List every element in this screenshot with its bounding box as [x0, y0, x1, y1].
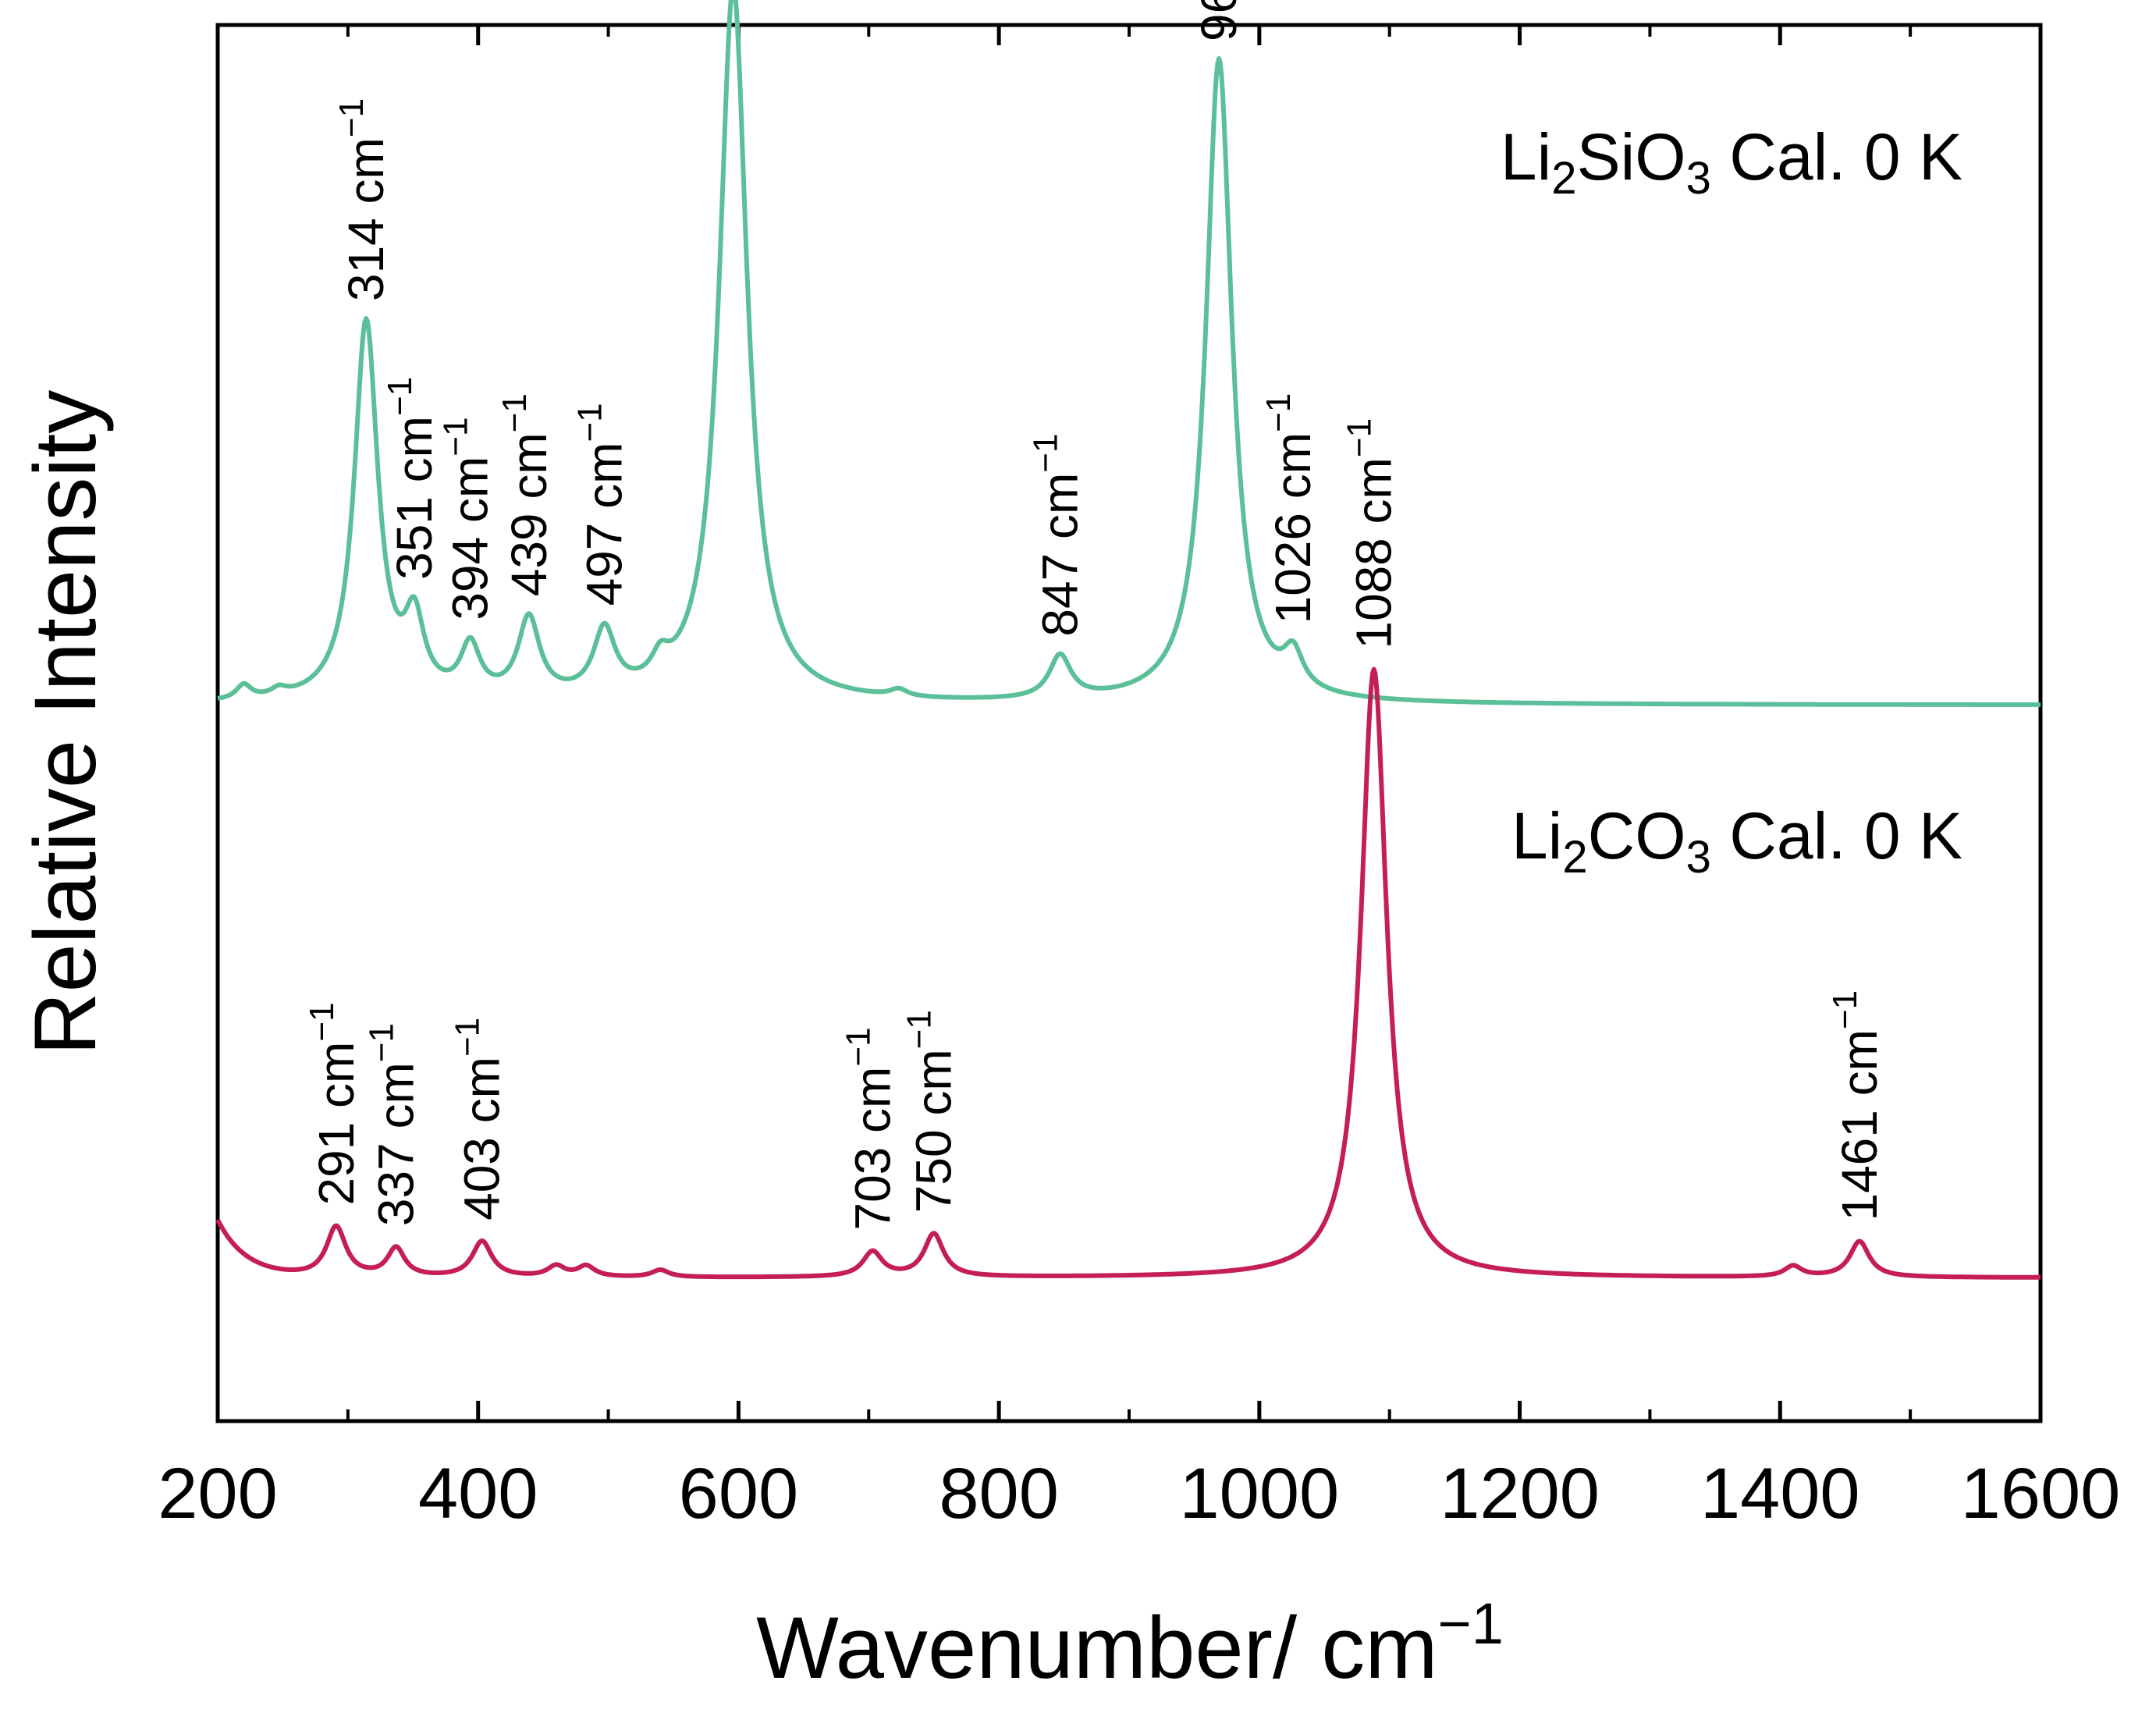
peak-label-sup: −1: [363, 1023, 401, 1062]
peak-label: 1461 cm−1: [1826, 990, 1888, 1221]
series-label-part: Li: [1501, 120, 1551, 194]
x-axis-ticks: 200 400 600 800 1000 1200 1400 1600: [158, 25, 2120, 1533]
peak-label: 1026 cm−1: [1259, 393, 1321, 624]
x-tick-label: 1400: [1700, 1454, 1860, 1533]
series-label-part: 3: [1686, 832, 1711, 883]
x-axis-title: Wavenumber/ cm−1: [756, 1591, 1504, 1697]
peak-label: 314 cm−1: [332, 98, 394, 301]
peak-label: 1088 cm−1: [1341, 418, 1402, 649]
peak-label-text: 969 cm: [1191, 0, 1247, 41]
peak-label-text: 394 cm: [442, 457, 499, 620]
peak-label: 439 cm−1: [495, 393, 557, 596]
peak-label-sup: −1: [332, 98, 371, 137]
peak-label-sup: −1: [303, 1002, 341, 1041]
series-label-part: CO: [1588, 799, 1686, 872]
peak-label-sup: −1: [900, 1010, 939, 1049]
peak-label: 497 cm−1: [571, 403, 633, 606]
peak-label-sup: −1: [1341, 418, 1379, 457]
peak-label: 750 cm−1: [900, 1010, 962, 1213]
peak-label-sup: −1: [437, 418, 475, 457]
x-tick-label: 200: [158, 1454, 278, 1533]
peak-label-sup: −1: [1027, 434, 1065, 473]
peak-label-sup: −1: [449, 1018, 487, 1057]
peak-label-sup: −1: [839, 1027, 877, 1066]
x-axis-title-text: Wavenumber/ cm: [756, 1599, 1437, 1697]
peak-label: 394 cm−1: [437, 418, 499, 620]
peak-label-text: 750 cm: [906, 1049, 962, 1213]
series-line-0: [216, 0, 2042, 707]
series-label-part: 2: [1562, 832, 1587, 883]
peak-label: 403 cm−1: [449, 1018, 510, 1221]
series-label-part: Li: [1511, 799, 1562, 872]
peak-label-sup: −1: [1826, 990, 1864, 1029]
peak-label-text: 1088 cm: [1346, 457, 1402, 649]
peak-label: 291 cm−1: [303, 1002, 364, 1205]
peak-label-text: 439 cm: [501, 432, 557, 596]
x-tick-label: 1200: [1440, 1454, 1600, 1533]
peak-label-text: 847 cm: [1032, 473, 1089, 637]
peak-label-text: 291 cm: [308, 1042, 364, 1206]
peak-label-text: 403 cm: [454, 1057, 510, 1221]
x-axis-title-sup: −1: [1438, 1591, 1504, 1656]
series-label-part: Cal. 0 K: [1711, 799, 1962, 872]
x-tick-label: 1000: [1180, 1454, 1340, 1533]
peak-label: 969 cm−1: [1185, 0, 1247, 41]
peak-label: 703 cm−1: [839, 1027, 900, 1230]
series-label-part: Cal. 0 K: [1711, 120, 1962, 194]
peak-label-text: 1461 cm: [1831, 1029, 1888, 1221]
x-tick-label: 400: [418, 1454, 538, 1533]
peak-label-sup: −1: [1259, 393, 1298, 432]
peak-label-text: 1026 cm: [1265, 432, 1321, 624]
peak-label-text: 314 cm: [338, 137, 394, 301]
series-label-part: 2: [1551, 153, 1576, 204]
x-tick-label: 1600: [1961, 1454, 2121, 1533]
peak-label-sup: −1: [381, 377, 419, 416]
peak-label-text: 337 cm: [368, 1062, 424, 1226]
peak-label-sup: −1: [495, 393, 534, 432]
peak-label: 847 cm−1: [1027, 434, 1089, 637]
series-label-part: SiO: [1577, 120, 1686, 194]
peak-label-text: 703 cm: [844, 1067, 900, 1231]
series-label-1: Li2CO3 Cal. 0 K: [1511, 799, 1962, 883]
spectra: [215, 0, 2042, 1280]
peak-label: 351 cm−1: [381, 377, 442, 580]
peak-label: 337 cm−1: [363, 1023, 424, 1226]
series-label-part: 3: [1686, 153, 1711, 204]
series-line-1: [215, 666, 2042, 1280]
peak-label-text: 497 cm: [577, 442, 633, 606]
series-label-0: Li2SiO3 Cal. 0 K: [1501, 120, 1962, 204]
x-tick-label: 800: [939, 1454, 1059, 1533]
peak-label-sup: −1: [571, 403, 609, 442]
peak-label-text: 351 cm: [386, 416, 442, 580]
y-axis-title: Relative Intensity: [16, 390, 114, 1056]
x-tick-label: 600: [679, 1454, 799, 1533]
